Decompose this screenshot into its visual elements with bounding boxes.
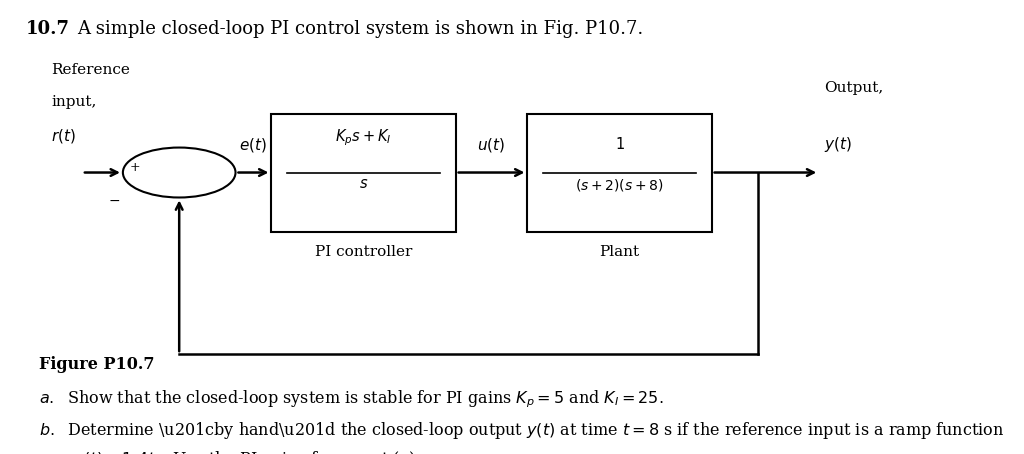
Text: $K_p s + K_I$: $K_p s + K_I$ [335,127,392,148]
Text: $1$: $1$ [614,136,625,152]
Text: Figure P10.7: Figure P10.7 [39,356,155,373]
Text: $e(t)$: $e(t)$ [240,136,267,154]
Text: $r(t)$: $r(t)$ [51,127,76,145]
FancyBboxPatch shape [271,114,456,232]
Text: +: + [130,161,140,173]
Text: $s$: $s$ [358,177,369,191]
Text: input,: input, [51,95,96,109]
Text: Plant: Plant [599,245,640,259]
Text: Output,: Output, [824,81,884,95]
Text: $\mathit{b}.$  Determine \u201cby hand\u201d the closed-loop output $y(t)$ at ti: $\mathit{b}.$ Determine \u201cby hand\u2… [39,420,1005,441]
Text: $\mathit{a}.$  Show that the closed-loop system is stable for PI gains $K_p = 5$: $\mathit{a}.$ Show that the closed-loop … [39,388,664,410]
Text: $r(t) = 1.4t.$  Use the PI gains from part (a).: $r(t) = 1.4t.$ Use the PI gains from par… [77,449,420,454]
Text: $u(t)$: $u(t)$ [477,136,506,154]
Text: Reference: Reference [51,63,130,77]
Text: −: − [109,194,121,207]
Text: $y(t)$: $y(t)$ [824,135,852,154]
Text: A simple closed-loop PI control system is shown in Fig. P10.7.: A simple closed-loop PI control system i… [77,20,643,39]
FancyBboxPatch shape [527,114,712,232]
Text: 10.7: 10.7 [26,20,70,39]
Text: $(s+2)(s+8)$: $(s+2)(s+8)$ [575,177,664,193]
Text: PI controller: PI controller [314,245,413,259]
